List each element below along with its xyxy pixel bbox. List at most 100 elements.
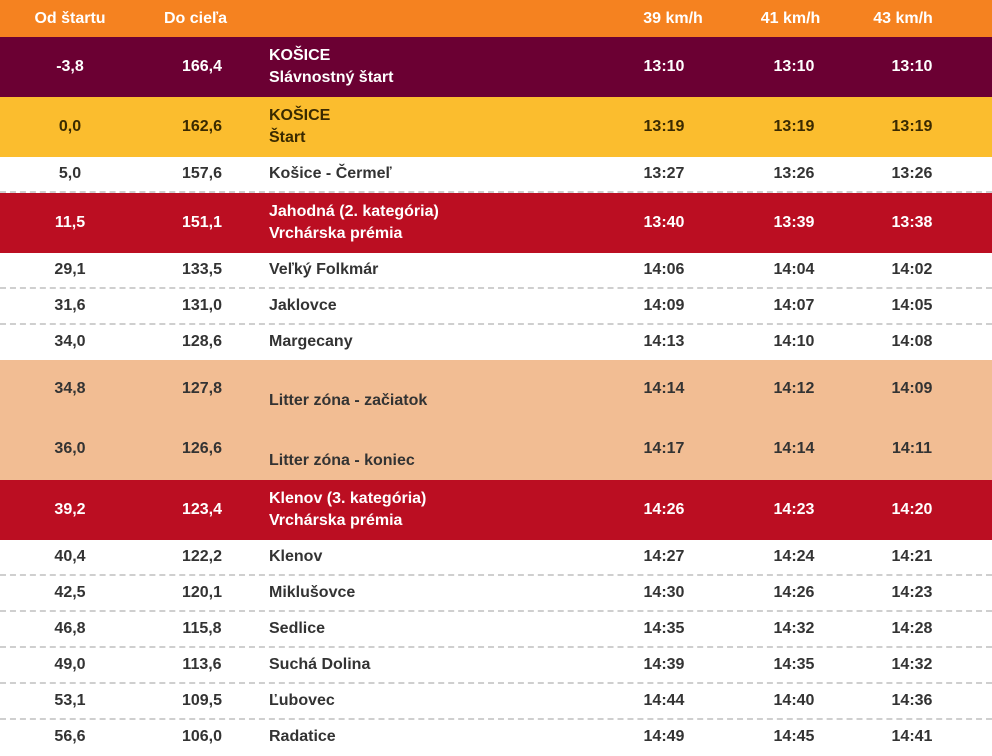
- cell-time-39: 13:27: [643, 165, 685, 182]
- cell-place: Ľubovec: [264, 684, 579, 718]
- cell-time-41: 14:26: [773, 584, 815, 601]
- cell-time-39: 14:49: [643, 728, 685, 745]
- place-name: Jaklovce: [269, 297, 337, 314]
- cell-time-43: 14:08: [891, 333, 933, 350]
- place-name: Margecany: [269, 333, 353, 350]
- cell-time-41: 14:32: [773, 620, 815, 637]
- cell-to-finish: 157,6: [181, 165, 223, 182]
- table-row: 31,6 131,0 Jaklovce 14:09 14:07 14:05: [0, 289, 992, 325]
- cell-time-43: 14:23: [891, 584, 933, 601]
- place-name: Litter zóna - koniec: [269, 452, 415, 469]
- table-row: 36,0 126,6 14:17 14:14 14:11: [0, 438, 992, 460]
- cell-time-39: 14:35: [643, 620, 685, 637]
- cell-from-start: 40,4: [54, 548, 86, 565]
- table-row: 0,0 162,6 KOŠICE Štart 13:19 13:19 13:19: [0, 97, 992, 157]
- cell-time-39: 13:19: [643, 118, 685, 135]
- header-speed-41: 41 km/h: [760, 9, 821, 27]
- table-row: -3,8 166,4 KOŠICE Slávnostný štart 13:10…: [0, 37, 992, 97]
- place-name: Veľký Folkmár: [269, 261, 379, 278]
- cell-place: Margecany: [264, 325, 579, 359]
- header-from-start: Od štartu: [34, 9, 106, 27]
- cell-to-finish: 128,6: [181, 333, 223, 350]
- table-row: 11,5 151,1 Jahodná (2. kategória) Vrchár…: [0, 193, 992, 253]
- cell-to-finish: 162,6: [181, 118, 223, 135]
- cell-to-finish: 122,2: [181, 548, 223, 565]
- place-name: KOŠICE: [269, 47, 331, 64]
- cell-place: Miklušovce: [264, 576, 579, 610]
- table-row: 56,6 106,0 Radatice 14:49 14:45 14:41: [0, 720, 992, 756]
- cell-to-finish: 123,4: [181, 501, 223, 518]
- table-row: 42,5 120,1 Miklušovce 14:30 14:26 14:23: [0, 576, 992, 612]
- cell-time-39: 14:27: [643, 548, 685, 565]
- cell-time-43: 14:09: [891, 380, 933, 397]
- cell-time-41: 14:24: [773, 548, 815, 565]
- cell-time-43: 14:28: [891, 620, 933, 637]
- cell-to-finish: 151,1: [181, 214, 223, 231]
- cell-from-start: 36,0: [54, 440, 86, 457]
- place-note: Štart: [269, 129, 306, 146]
- cell-time-41: 13:10: [773, 58, 815, 75]
- table-row: 40,4 122,2 Klenov 14:27 14:24 14:21: [0, 540, 992, 576]
- table-row: 34,0 128,6 Margecany 14:13 14:10 14:08: [0, 325, 992, 360]
- cell-time-39: 14:06: [643, 261, 685, 278]
- cell-time-43: 14:36: [891, 692, 933, 709]
- cell-time-41: 14:14: [773, 440, 815, 457]
- place-name: Ľubovec: [269, 692, 335, 709]
- table-row: 46,8 115,8 Sedlice 14:35 14:32 14:28: [0, 612, 992, 648]
- cell-place: Jaklovce: [264, 289, 579, 323]
- place-name: Klenov: [269, 548, 323, 565]
- cell-to-finish: 115,8: [182, 620, 222, 637]
- cell-time-39: 13:10: [643, 58, 685, 75]
- cell-place: Košice - Čermeľ: [264, 157, 579, 191]
- place-name: Klenov (3. kategória): [269, 490, 427, 507]
- cell-place: Klenov (3. kategória) Vrchárska prémia: [264, 480, 579, 540]
- cell-to-finish: 166,4: [181, 58, 223, 75]
- cell-time-39: 14:44: [643, 692, 685, 709]
- cell-time-41: 13:26: [773, 165, 815, 182]
- cell-time-43: 13:10: [891, 58, 933, 75]
- cell-time-43: 14:21: [891, 548, 933, 565]
- header-speed-43: 43 km/h: [873, 9, 933, 27]
- place-note: Slávnostný štart: [269, 69, 394, 86]
- cell-time-39: 13:40: [643, 214, 685, 231]
- cell-time-39: 14:14: [643, 380, 685, 397]
- cell-time-39: 14:26: [643, 501, 685, 518]
- cell-to-finish: 133,5: [181, 261, 223, 278]
- cell-time-41: 14:45: [773, 728, 815, 745]
- table-row: 34,8 127,8 14:14 14:12 14:09: [0, 378, 992, 400]
- cell-from-start: 49,0: [54, 656, 86, 673]
- cell-from-start: 42,5: [54, 584, 86, 601]
- cell-from-start: 11,5: [54, 214, 86, 231]
- cell-from-start: 34,8: [54, 380, 86, 397]
- place-note: Vrchárska prémia: [269, 225, 403, 242]
- place-name: KOŠICE: [269, 107, 331, 124]
- place-name: Suchá Dolina: [269, 656, 371, 673]
- cell-time-41: 14:10: [773, 333, 815, 350]
- cell-time-41: 13:19: [773, 118, 815, 135]
- cell-to-finish: 127,8: [181, 380, 223, 397]
- cell-from-start: 56,6: [54, 728, 86, 745]
- cell-time-43: 14:11: [891, 440, 933, 457]
- cell-time-39: 14:17: [643, 440, 685, 457]
- cell-time-39: 14:39: [643, 656, 685, 673]
- table-row: 29,1 133,5 Veľký Folkmár 14:06 14:04 14:…: [0, 253, 992, 289]
- cell-time-41: 14:12: [773, 380, 815, 397]
- cell-from-start: 46,8: [54, 620, 86, 637]
- cell-time-41: 14:40: [773, 692, 815, 709]
- cell-time-43: 13:38: [891, 214, 933, 231]
- litter-start-label-row: Litter zóna - začiatok: [269, 390, 584, 412]
- header-place: [265, 0, 579, 37]
- litter-zone-block: 34,8 127,8 14:14 14:12 14:09 Litter zóna…: [0, 360, 992, 480]
- table-row: 49,0 113,6 Suchá Dolina 14:39 14:35 14:3…: [0, 648, 992, 684]
- cell-time-39: 14:30: [643, 584, 685, 601]
- cell-time-43: 14:32: [891, 656, 933, 673]
- cell-time-41: 14:07: [773, 297, 815, 314]
- cell-from-start: 31,6: [54, 297, 86, 314]
- cell-time-39: 14:13: [643, 333, 685, 350]
- cell-time-43: 13:19: [891, 118, 933, 135]
- place-note: Vrchárska prémia: [269, 512, 403, 529]
- cell-from-start: 29,1: [54, 261, 86, 278]
- place-name: Košice - Čermeľ: [269, 165, 392, 182]
- cell-from-start: 5,0: [58, 165, 82, 182]
